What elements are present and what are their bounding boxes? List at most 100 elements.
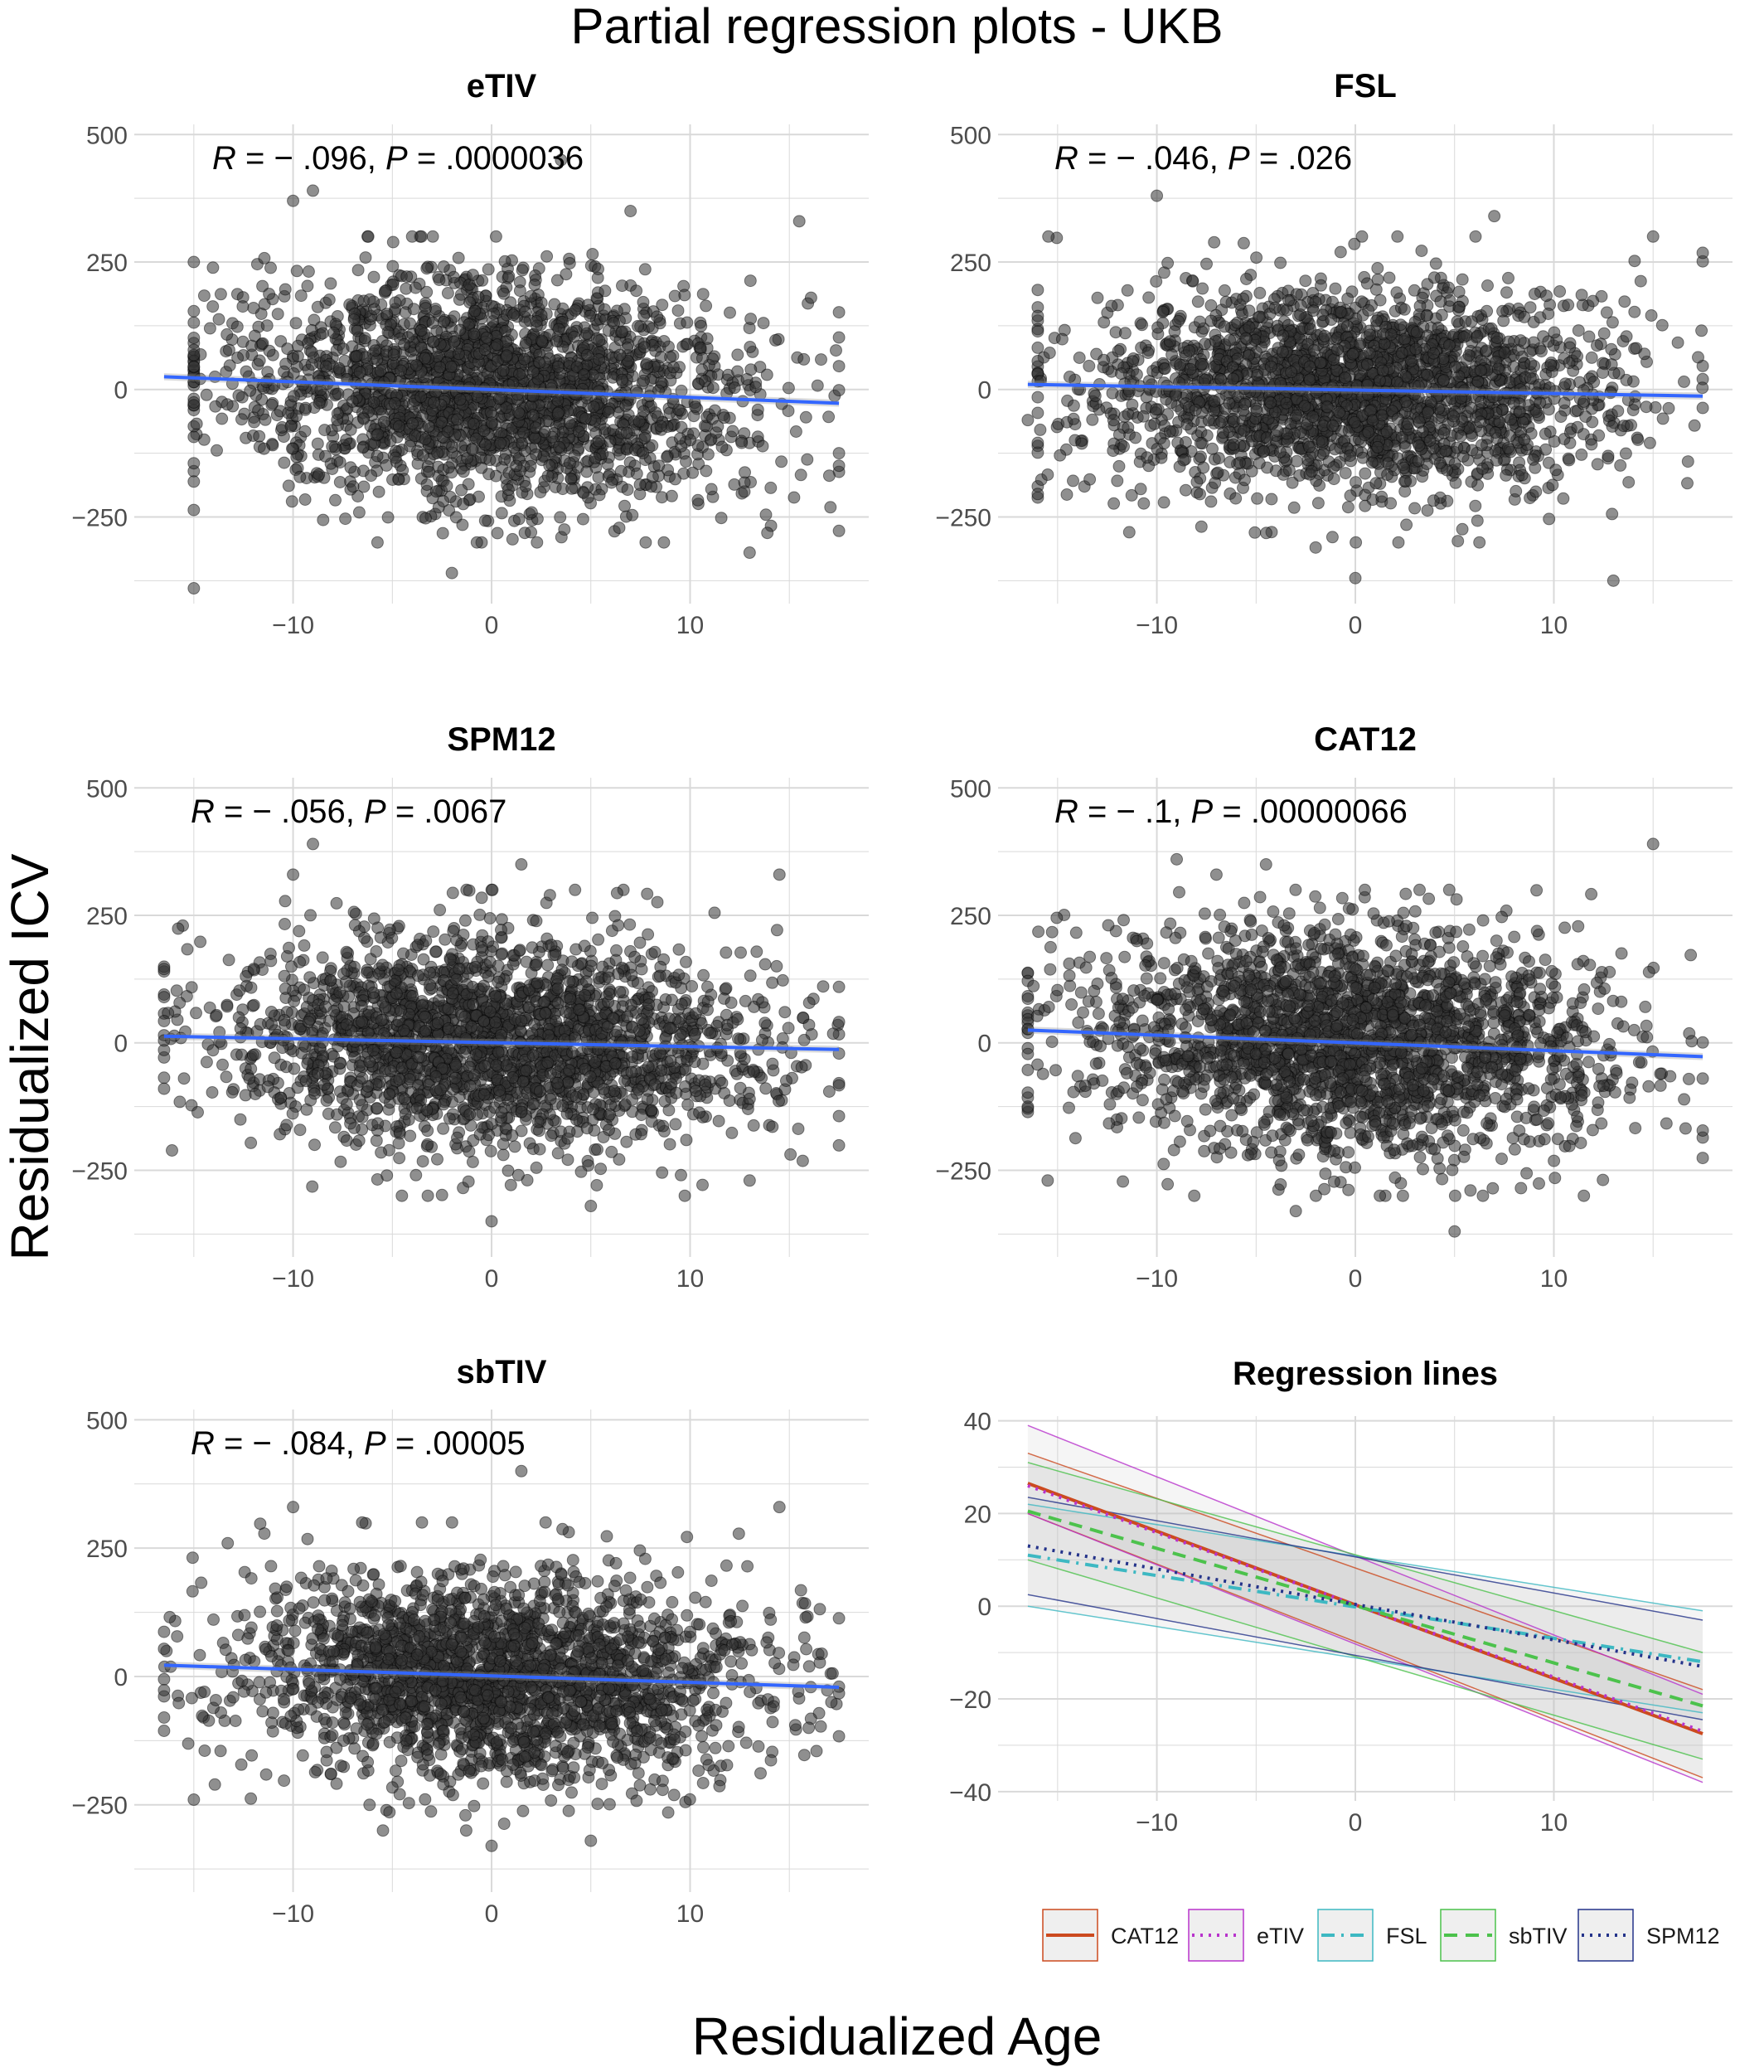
data-point	[333, 476, 346, 488]
data-point	[1031, 355, 1044, 367]
data-point	[1117, 440, 1130, 453]
data-point	[1383, 271, 1396, 284]
data-point	[512, 512, 526, 526]
data-point	[1408, 502, 1422, 515]
data-point	[1200, 257, 1213, 270]
data-point	[1223, 396, 1236, 410]
data-point	[1237, 236, 1250, 250]
data-point	[344, 461, 357, 474]
data-point	[216, 412, 229, 425]
data-point	[1587, 294, 1600, 308]
data-point	[437, 495, 450, 507]
data-point	[1199, 337, 1212, 351]
data-point	[1141, 451, 1154, 464]
data-point	[1318, 329, 1331, 342]
data-point	[1543, 512, 1556, 526]
data-point	[1208, 235, 1221, 249]
data-point	[426, 230, 439, 243]
data-point	[580, 465, 594, 478]
data-point	[830, 344, 842, 357]
y-tick-label: 250	[86, 250, 128, 277]
data-point	[350, 350, 363, 363]
data-point	[1305, 465, 1318, 478]
data-point	[1524, 371, 1537, 385]
data-point	[1542, 308, 1555, 320]
data-point	[1356, 451, 1369, 464]
data-point	[694, 341, 707, 354]
data-point	[584, 309, 597, 323]
data-point	[1282, 294, 1296, 307]
data-point	[492, 392, 506, 405]
data-point	[436, 526, 449, 540]
data-point	[1189, 404, 1202, 416]
x-tick-label: 10	[676, 1265, 704, 1293]
data-point	[1250, 251, 1263, 264]
data-point	[1421, 368, 1434, 381]
data-point	[1184, 362, 1197, 376]
data-point	[637, 341, 651, 354]
data-point	[512, 406, 526, 419]
x-tick-label: −10	[272, 612, 314, 639]
data-point	[620, 426, 633, 439]
data-point	[1276, 346, 1289, 358]
data-point	[487, 308, 501, 320]
data-point	[1489, 426, 1502, 439]
data-point	[770, 924, 783, 937]
data-point	[1055, 332, 1069, 346]
data-point	[1374, 294, 1387, 307]
figure-title: Partial regression plots - UKB	[571, 0, 1224, 54]
data-point	[1211, 466, 1224, 479]
data-point	[1563, 454, 1576, 467]
data-point	[517, 426, 531, 439]
data-point	[346, 480, 360, 493]
data-point	[1469, 230, 1482, 243]
data-point	[252, 404, 265, 417]
data-point	[1303, 440, 1316, 454]
data-point	[715, 512, 728, 525]
data-point	[1156, 305, 1170, 318]
data-point	[553, 440, 565, 454]
data-point	[728, 381, 741, 395]
data-point	[1518, 433, 1531, 446]
data-point	[695, 352, 709, 365]
x-tick-label: −10	[1136, 612, 1178, 639]
data-point	[759, 508, 773, 522]
data-point	[531, 536, 544, 549]
data-point	[498, 453, 511, 466]
data-point	[1622, 476, 1636, 489]
data-point	[316, 327, 329, 340]
data-point	[1172, 314, 1185, 328]
data-point	[801, 453, 814, 466]
r-label: R	[212, 140, 236, 177]
data-point	[1212, 452, 1225, 465]
data-point	[560, 268, 573, 281]
data-point	[1410, 326, 1423, 339]
data-point	[613, 348, 627, 362]
data-point	[1528, 288, 1541, 300]
data-point	[1067, 399, 1080, 412]
data-point	[614, 464, 628, 478]
data-point	[200, 388, 213, 401]
data-point	[434, 361, 447, 374]
data-point	[525, 526, 538, 539]
data-point	[1605, 358, 1618, 371]
y-tick-label: 250	[950, 250, 991, 277]
data-point	[1671, 336, 1684, 349]
data-point	[1540, 289, 1553, 303]
data-point	[1413, 439, 1426, 452]
data-point	[1271, 425, 1284, 438]
data-point	[1350, 536, 1363, 549]
data-point	[232, 389, 245, 402]
data-point	[1585, 351, 1598, 364]
data-point	[1329, 282, 1342, 295]
data-point	[1316, 435, 1329, 449]
data-point	[1327, 461, 1340, 474]
data-point	[735, 436, 749, 449]
data-point	[1471, 329, 1484, 342]
data-point	[479, 438, 492, 451]
data-point	[265, 398, 279, 411]
data-point	[435, 415, 448, 429]
data-point	[1473, 536, 1486, 549]
data-point	[1437, 374, 1451, 386]
